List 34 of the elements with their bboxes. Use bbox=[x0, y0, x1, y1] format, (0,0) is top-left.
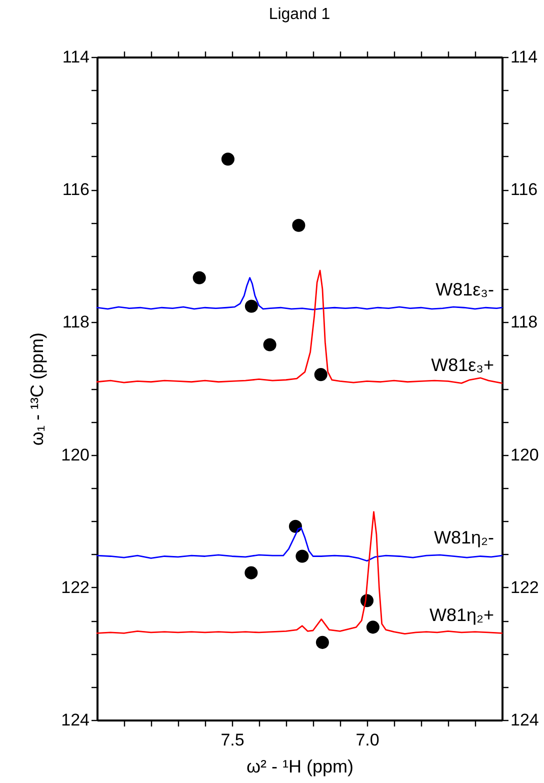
y-tick-label: 116 bbox=[62, 180, 90, 200]
y2-tick-label: 118 bbox=[510, 312, 538, 332]
point bbox=[244, 300, 258, 313]
y2-tick-label: 114 bbox=[510, 48, 538, 66]
y-tick-label: 124 bbox=[61, 710, 90, 730]
point bbox=[288, 520, 302, 533]
line-series bbox=[96, 270, 503, 384]
y2-tick-label: 124 bbox=[510, 710, 539, 730]
point bbox=[221, 152, 234, 166]
point bbox=[296, 550, 309, 563]
series-label: W81ε₃- bbox=[436, 280, 494, 300]
series-label: W81η₂- bbox=[434, 528, 494, 548]
x-tick-label: 7.5 bbox=[220, 730, 244, 750]
point bbox=[316, 636, 329, 649]
y2-tick-label: 122 bbox=[510, 578, 539, 597]
y-tick-label: 120 bbox=[61, 445, 90, 464]
y-tick-label: 114 bbox=[62, 48, 90, 66]
y-tick-label: 122 bbox=[61, 578, 90, 597]
y2-tick-label: 120 bbox=[510, 445, 539, 464]
y-axis-title: ω₁ - ¹³C (ppm) bbox=[27, 332, 48, 446]
chart-title: Ligand 1 bbox=[268, 6, 330, 23]
point bbox=[366, 620, 380, 634]
y-tick-label: 118 bbox=[62, 312, 90, 332]
x-axis-title: ω² - ¹H (ppm) bbox=[246, 756, 354, 776]
series-label: W81ε₃+ bbox=[431, 355, 494, 376]
line-series bbox=[96, 511, 503, 635]
point bbox=[292, 218, 306, 232]
point bbox=[314, 368, 328, 382]
point bbox=[192, 271, 206, 284]
y2-tick-label: 116 bbox=[510, 180, 538, 200]
series-label: W81η₂+ bbox=[429, 605, 494, 626]
x-tick-label: 7.0 bbox=[356, 730, 380, 750]
point bbox=[244, 566, 258, 580]
point bbox=[263, 338, 276, 352]
